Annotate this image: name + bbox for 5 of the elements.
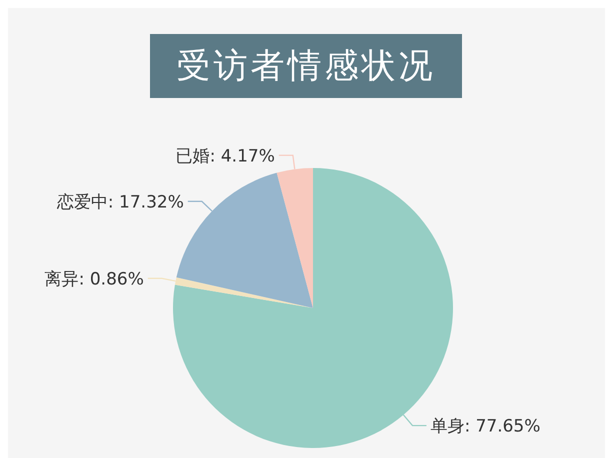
slice-label: 已婚: 4.17% — [176, 146, 275, 166]
slice-label: 恋爱中: 17.32% — [56, 192, 184, 212]
chart-title: 受访者情感状况 — [150, 34, 462, 98]
slice-label: 离异: 0.86% — [44, 269, 144, 290]
slice-label: 单身: 77.65% — [430, 416, 540, 437]
